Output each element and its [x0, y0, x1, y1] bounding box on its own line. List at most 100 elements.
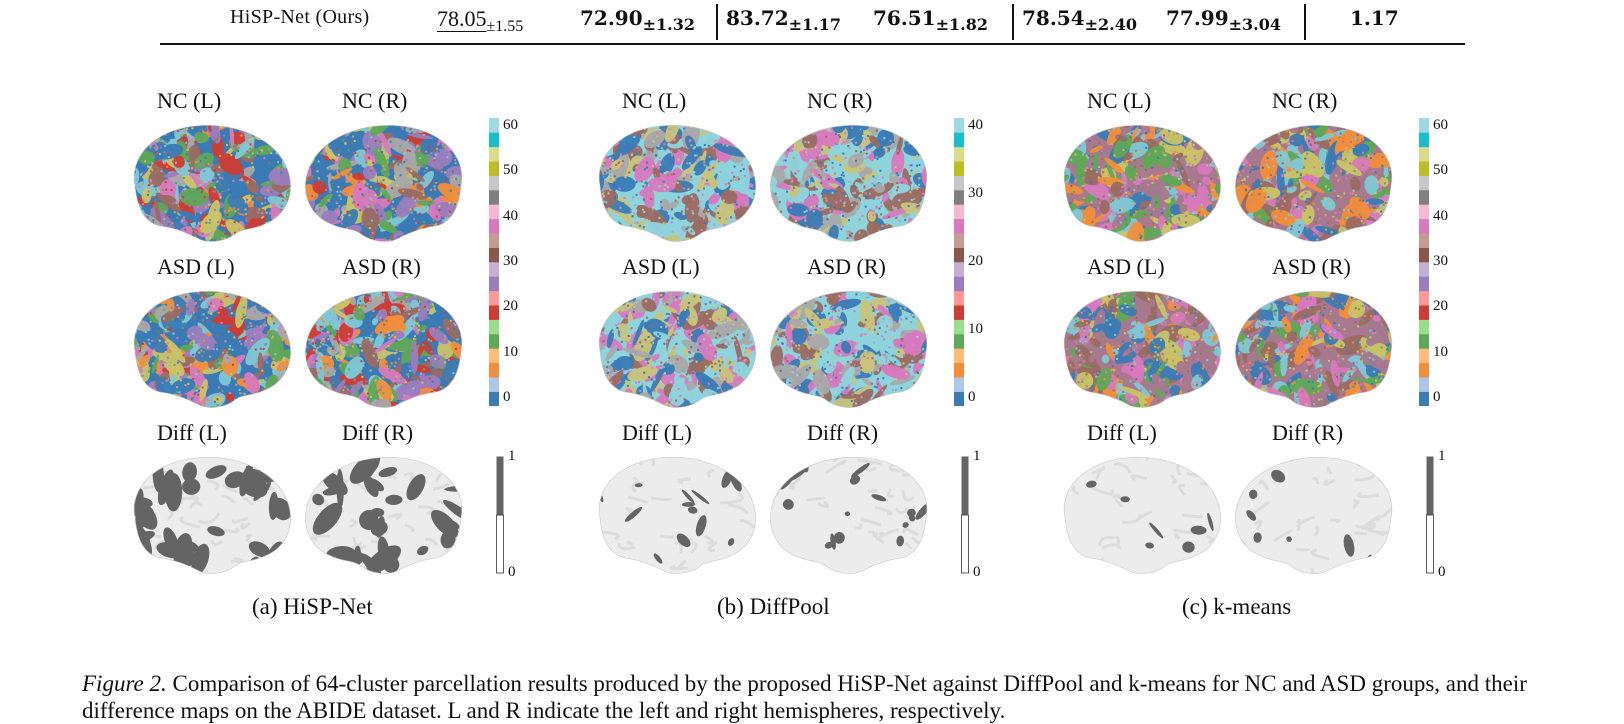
brain-nc-left [115, 116, 295, 246]
diff-bar-tick-max: 1 [973, 448, 981, 465]
brain-diff-right [766, 448, 946, 578]
brain-view-label: ASD (L) [622, 254, 700, 280]
brain-view-label: ASD (R) [807, 254, 886, 280]
brain-nc-right [301, 116, 481, 246]
colorbar-tick-label: 10 [1433, 344, 1448, 361]
brain-view-label: NC (R) [342, 88, 407, 114]
cluster-colorbar [954, 118, 966, 406]
colorbar-tick-label: 10 [968, 321, 983, 338]
diff-bar-tick-min: 0 [1438, 564, 1446, 581]
brain-view-label: Diff (R) [807, 420, 878, 446]
column-separator [1304, 4, 1306, 40]
cluster-colorbar [1419, 118, 1431, 406]
colorbar-tick-label: 50 [503, 162, 518, 179]
brain-view-label: Diff (R) [342, 420, 413, 446]
brain-view-label: NC (R) [1272, 88, 1337, 114]
colorbar-tick-label: 60 [1433, 117, 1448, 134]
cell-pm: ±3.04 [1229, 15, 1281, 34]
colorbar-tick-label: 40 [503, 208, 518, 225]
colorbar-tick-label: 40 [1433, 208, 1448, 225]
brain-view-label: ASD (R) [1272, 254, 1351, 280]
table-cell-6: 77.99±3.04 [1166, 6, 1281, 30]
panel-hisp-net: NC (L) NC (R) ASD (L) ASD (R) Diff (L) Diff (… [115, 88, 585, 648]
brain-nc-right [1231, 116, 1411, 246]
brain-view-label: ASD (L) [1087, 254, 1165, 280]
brain-view-label: Diff (R) [1272, 420, 1343, 446]
brain-view-label: NC (L) [157, 88, 221, 114]
brain-view-label: ASD (L) [157, 254, 235, 280]
difference-colorbar [1426, 456, 1436, 574]
colorbar-tick-label: 30 [503, 253, 518, 270]
table-cell-7: 1.17 [1350, 6, 1399, 30]
colorbar-tick-label: 0 [968, 389, 976, 406]
caption-text: Comparison of 64-cluster parcellation re… [82, 671, 1527, 723]
brain-nc-right [766, 116, 946, 246]
cell-value: 76.51 [873, 6, 936, 30]
cell-value: 78.54 [1022, 6, 1085, 30]
method-name: HiSP-Net (Ours) [230, 6, 370, 29]
brain-view-label: Diff (L) [622, 420, 692, 446]
cell-pm: ±1.17 [789, 15, 841, 34]
difference-colorbar [496, 456, 506, 574]
brain-asd-right [766, 282, 946, 412]
brain-diff-right [1231, 448, 1411, 578]
colorbar-tick-label: 10 [503, 344, 518, 361]
cell-pm: ±1.32 [643, 15, 695, 34]
cell-value: 78.05 [437, 6, 487, 31]
diff-bar-tick-max: 1 [508, 448, 516, 465]
brain-view-label: ASD (R) [342, 254, 421, 280]
brain-view-label: Diff (L) [157, 420, 227, 446]
table-cell-2: 72.90±1.32 [580, 6, 695, 30]
diff-bar-tick-min: 0 [508, 564, 516, 581]
brain-diff-left [1045, 448, 1225, 578]
table-cell-5: 78.54±2.40 [1022, 6, 1137, 30]
cell-pm: ±2.40 [1085, 15, 1137, 34]
panel-caption: (c) k-means [1182, 594, 1291, 620]
panel-caption: (a) HiSP-Net [252, 594, 373, 620]
brain-asd-left [580, 282, 760, 412]
brain-diff-left [580, 448, 760, 578]
brain-diff-left [115, 448, 295, 578]
cell-pm: ±1.55 [487, 18, 524, 35]
colorbar-tick-label: 20 [968, 253, 983, 270]
brain-asd-left [115, 282, 295, 412]
brain-view-label: Diff (L) [1087, 420, 1157, 446]
table-bottom-rule [160, 43, 1465, 45]
brain-nc-left [580, 116, 760, 246]
brain-view-label: NC (L) [622, 88, 686, 114]
brain-asd-right [1231, 282, 1411, 412]
colorbar-tick-label: 40 [968, 117, 983, 134]
colorbar-tick-label: 30 [1433, 253, 1448, 270]
brain-diff-right [301, 448, 481, 578]
diff-bar-tick-min: 0 [973, 564, 981, 581]
figure-caption: Figure 2. Comparison of 64-cluster parce… [82, 670, 1562, 724]
colorbar-tick-label: 50 [1433, 162, 1448, 179]
colorbar-tick-label: 20 [503, 298, 518, 315]
cluster-colorbar [489, 118, 501, 406]
cell-value: 72.90 [580, 6, 643, 30]
colorbar-tick-label: 20 [1433, 298, 1448, 315]
panel-caption: (b) DiffPool [717, 594, 830, 620]
table-cell-1: 78.05±1.55 [437, 6, 523, 32]
table-cell-3: 83.72±1.17 [726, 6, 841, 30]
cell-pm: ±1.82 [936, 15, 988, 34]
brain-view-label: NC (R) [807, 88, 872, 114]
difference-colorbar [961, 456, 971, 574]
colorbar-tick-label: 60 [503, 117, 518, 134]
results-table-row: HiSP-Net (Ours) 78.05±1.55 72.90±1.32 83… [150, 4, 1470, 38]
column-separator [716, 4, 718, 40]
colorbar-tick-label: 30 [968, 185, 983, 202]
cell-value: 77.99 [1166, 6, 1229, 30]
table-cell-4: 76.51±1.82 [873, 6, 988, 30]
brain-asd-right [301, 282, 481, 412]
brain-view-label: NC (L) [1087, 88, 1151, 114]
column-separator [1012, 4, 1014, 40]
brain-nc-left [1045, 116, 1225, 246]
figure-label: Figure 2. [82, 671, 167, 696]
panel-diffpool: NC (L) NC (R) ASD (L) ASD (R) Diff (L) Diff (… [580, 88, 1050, 648]
diff-bar-tick-max: 1 [1438, 448, 1446, 465]
colorbar-tick-label: 0 [1433, 389, 1441, 406]
panel-kmeans: NC (L) NC (R) ASD (L) ASD (R) Diff (L) Diff (… [1045, 88, 1515, 648]
colorbar-tick-label: 0 [503, 389, 511, 406]
cell-value: 83.72 [726, 6, 789, 30]
